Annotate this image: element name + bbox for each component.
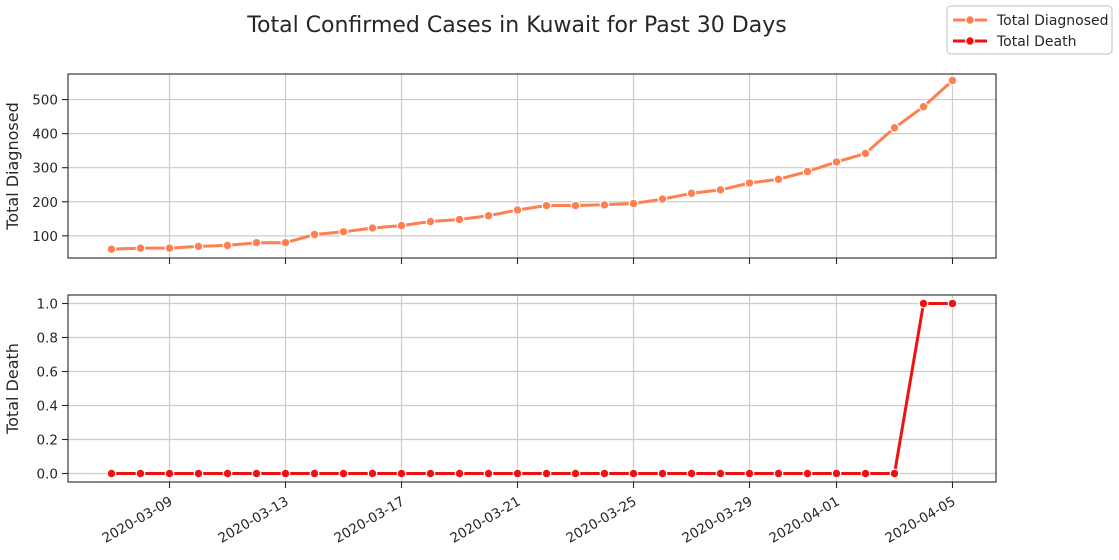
data-point [367, 223, 378, 233]
data-point [280, 237, 291, 248]
data-point [802, 166, 813, 177]
data-point [715, 468, 726, 479]
data-point [309, 468, 320, 479]
legend-label: Total Death [996, 34, 1076, 50]
data-point [396, 220, 407, 231]
y-tick-label: 1.0 [37, 297, 58, 313]
y-tick-label: 0.0 [37, 467, 58, 483]
y-tick-label: 400 [32, 127, 58, 143]
y-tick-label: 100 [32, 229, 58, 245]
x-tick-label: 2020-03-25 [564, 494, 640, 547]
data-point [483, 468, 494, 479]
y-tick-label: 0.2 [37, 433, 58, 449]
x-tick-label: 2020-04-05 [883, 494, 959, 547]
legend-box [946, 5, 1113, 55]
data-point [193, 468, 204, 479]
data-point [222, 468, 233, 479]
data-point [106, 468, 117, 479]
data-point [831, 468, 842, 479]
data-point [918, 101, 929, 112]
x-tick-label: 2020-03-21 [448, 494, 524, 547]
data-point [367, 468, 378, 479]
data-point [222, 240, 233, 251]
data-point [193, 241, 204, 252]
data-point [425, 468, 436, 479]
data-point [860, 468, 871, 479]
y-tick-label: 0.6 [37, 365, 58, 381]
data-point [135, 468, 146, 479]
data-point [773, 468, 784, 479]
data-point [338, 468, 349, 479]
axes-frame [67, 294, 997, 483]
legend: Total Diagnosed Total Death [946, 5, 1113, 55]
data-point [570, 200, 581, 211]
data-point [541, 200, 552, 211]
x-tick-label: 2020-03-17 [332, 494, 408, 547]
data-point [251, 468, 262, 479]
panel-total-diagnosed [62, 73, 997, 264]
data-point [135, 243, 146, 254]
data-point [251, 237, 262, 248]
data-point [164, 243, 175, 254]
data-point [425, 216, 436, 227]
data-point [483, 210, 494, 221]
data-point [657, 468, 668, 479]
data-point [947, 298, 958, 309]
legend-label: Total Diagnosed [996, 13, 1109, 29]
y-tick-label: 500 [32, 93, 58, 109]
data-point [686, 468, 697, 479]
y-axis-label: Total Diagnosed [3, 102, 22, 230]
y-tick-label: 300 [32, 161, 58, 177]
data-point [657, 194, 668, 204]
data-point [744, 178, 755, 188]
data-point [512, 468, 523, 479]
data-point [164, 468, 175, 479]
chart-title: Total Confirmed Cases in Kuwait for Past… [246, 13, 786, 38]
y-tick-label: 200 [32, 195, 58, 211]
data-point [309, 229, 320, 240]
series-line-total-diagnosed [111, 79, 954, 251]
data-point [744, 468, 755, 479]
data-point [280, 468, 291, 479]
data-point [889, 468, 900, 479]
data-point [599, 199, 610, 210]
data-point [599, 468, 610, 479]
x-tick-label: 2020-04-01 [767, 494, 843, 547]
y-tick-label: 0.8 [37, 331, 58, 347]
data-point [541, 468, 552, 479]
data-point [802, 468, 813, 479]
data-point [686, 188, 697, 199]
data-point [831, 157, 842, 167]
y-axis-label: Total Death [3, 343, 22, 435]
data-point [889, 122, 900, 133]
data-point [628, 468, 639, 479]
data-point [512, 205, 523, 215]
legend-marker [965, 36, 975, 46]
x-tick-label: 2020-03-09 [100, 494, 176, 547]
data-point [106, 244, 117, 255]
data-point [860, 148, 871, 159]
data-point [947, 75, 958, 86]
data-point [918, 298, 929, 309]
x-tick-label: 2020-03-29 [680, 494, 756, 547]
legend-marker [965, 15, 975, 25]
data-point [454, 214, 465, 225]
series-line-total-death [111, 302, 953, 475]
panel-total-death [62, 294, 997, 488]
data-point [715, 184, 726, 195]
x-tick-label: 2020-03-13 [216, 494, 292, 547]
data-point [773, 174, 784, 185]
data-point [570, 468, 581, 479]
data-point [454, 468, 465, 479]
y-tick-label: 0.4 [37, 399, 58, 415]
data-point [628, 198, 639, 209]
data-point [338, 226, 349, 237]
axes-frame [67, 73, 997, 259]
data-point [396, 468, 407, 479]
